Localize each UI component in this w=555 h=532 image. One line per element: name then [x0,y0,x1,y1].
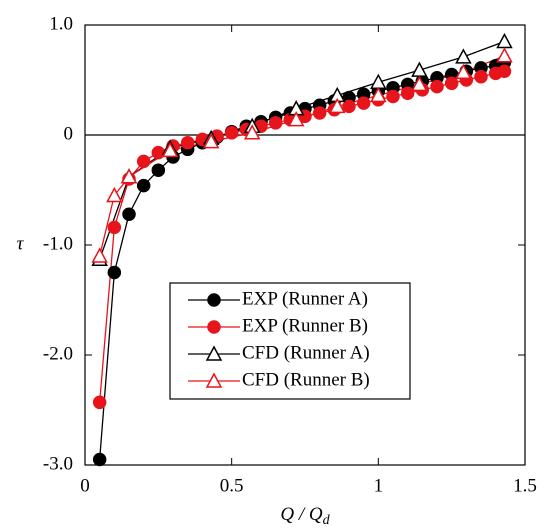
y-tick-label: 0 [64,123,74,144]
data-point [243,124,261,140]
y-tick-label: -3.0 [43,453,73,474]
x-axis-label-main: Q / Q [280,504,323,525]
data-point [496,32,513,49]
data-point [444,76,459,91]
y-tick-label: -1.0 [43,233,73,254]
data-point [202,133,220,149]
data-point [329,97,346,114]
y-axis-label: τ [17,233,25,254]
data-point [287,111,305,127]
legend-label: CFD (Runner B) [242,369,370,390]
data-point [496,47,513,63]
legend-label: EXP (Runner A) [242,288,368,309]
y-tick-label: 1.0 [49,13,73,34]
data-point [497,64,512,78]
legend-label: EXP (Runner B) [242,315,368,336]
data-point [430,79,444,94]
x-axis-label: Q / Qd [280,504,330,528]
data-point [411,75,428,92]
x-tick-label: 1 [374,475,384,496]
data-point [180,135,195,150]
data-point [455,63,472,80]
data-point [107,265,122,280]
data-point [92,395,107,410]
data-point [268,116,283,130]
data-point [474,69,488,84]
data-point [106,186,123,203]
data-point [342,99,356,114]
data-point [455,48,472,64]
data-point [161,141,179,158]
data-point [400,86,415,100]
x-tick-label: 0.5 [220,475,244,496]
data-point [386,89,400,104]
legend-marker [205,372,223,388]
data-point [411,61,428,77]
legend-marker [207,320,221,334]
data-point [92,452,107,467]
x-axis-label-sub: d [323,513,331,528]
y-tick-label: -2.0 [43,343,73,364]
data-point [91,247,108,263]
data-point [370,73,387,89]
legend-label: CFD (Runner A) [242,342,370,363]
data-point [151,163,166,177]
data-point [312,106,327,120]
data-point [224,126,239,140]
data-point [120,168,138,184]
data-point [122,207,136,221]
data-point [370,86,387,103]
data-point [136,178,151,193]
data-point [136,154,151,169]
x-tick-label: 0 [80,475,90,496]
legend-marker [205,345,223,361]
plot-frame [84,24,526,466]
x-tick-label: 1.5 [513,475,537,496]
data-point [107,220,122,235]
data-point [356,96,371,110]
legend-marker [207,293,221,307]
